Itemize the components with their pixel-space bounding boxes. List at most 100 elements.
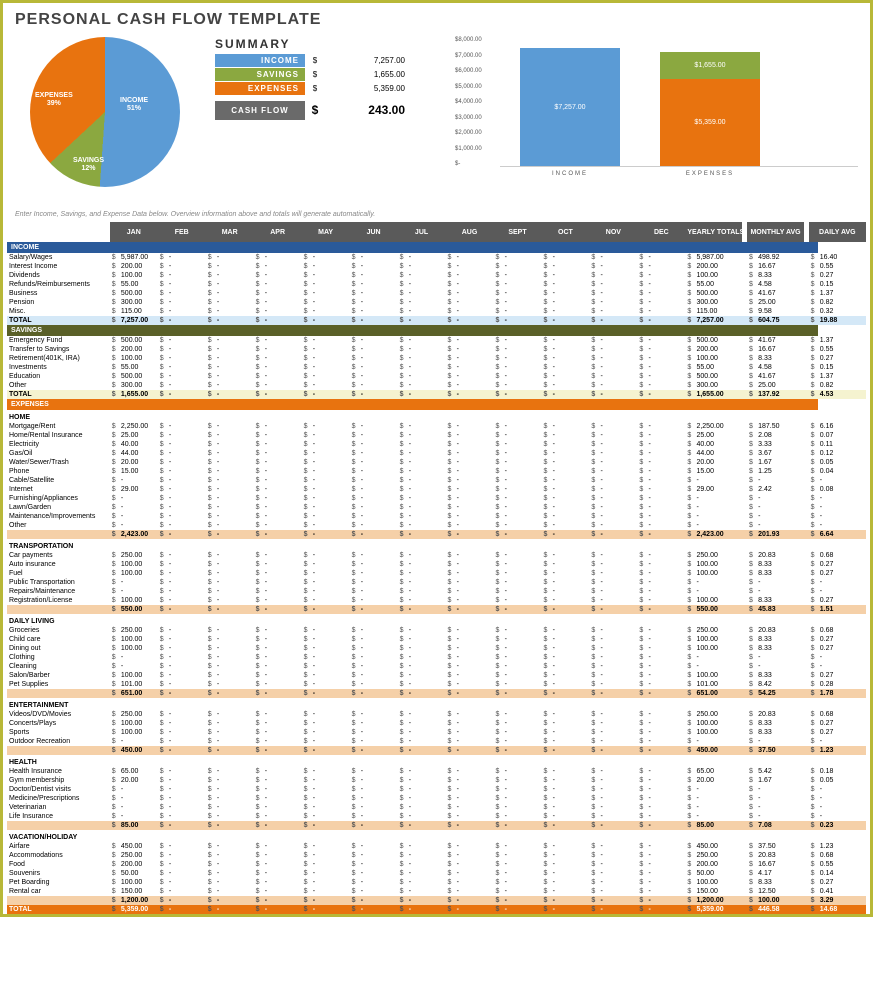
cell-value[interactable]: - bbox=[503, 345, 542, 354]
cell-value[interactable]: - bbox=[359, 671, 398, 680]
cell-value[interactable]: - bbox=[647, 485, 686, 494]
cell-value[interactable]: - bbox=[263, 596, 302, 605]
cell-value[interactable]: - bbox=[551, 719, 590, 728]
cell-value[interactable]: - bbox=[359, 869, 398, 878]
row-label[interactable]: Salary/Wages bbox=[7, 253, 110, 262]
cell-value[interactable]: - bbox=[167, 851, 206, 860]
cell-value[interactable]: 100.00 bbox=[119, 271, 158, 280]
row-label[interactable]: Education bbox=[7, 372, 110, 381]
cell-value[interactable]: - bbox=[167, 662, 206, 671]
cell-value[interactable]: - bbox=[359, 494, 398, 503]
row-label[interactable]: Maintenance/Improvements bbox=[7, 512, 110, 521]
row-label[interactable]: Accommodations bbox=[7, 851, 110, 860]
cell-value[interactable]: - bbox=[311, 316, 350, 325]
cell-value[interactable]: - bbox=[167, 307, 206, 316]
cell-value[interactable]: - bbox=[263, 587, 302, 596]
cell-value[interactable]: - bbox=[647, 746, 686, 755]
cell-value[interactable]: - bbox=[167, 551, 206, 560]
cell-value[interactable]: - bbox=[311, 485, 350, 494]
cell-value[interactable]: - bbox=[407, 851, 446, 860]
cell-value[interactable]: - bbox=[455, 372, 494, 381]
cell-value[interactable]: - bbox=[215, 467, 254, 476]
cell-value[interactable]: - bbox=[119, 587, 158, 596]
row-label[interactable]: Public Transportation bbox=[7, 578, 110, 587]
cell-value[interactable]: - bbox=[263, 372, 302, 381]
cell-value[interactable]: - bbox=[407, 644, 446, 653]
cell-value[interactable]: - bbox=[167, 289, 206, 298]
cell-value[interactable]: - bbox=[407, 521, 446, 530]
cell-value[interactable]: - bbox=[647, 605, 686, 614]
cell-value[interactable]: - bbox=[455, 653, 494, 662]
cell-value[interactable]: 100.00 bbox=[119, 671, 158, 680]
cell-value[interactable]: - bbox=[455, 485, 494, 494]
cell-value[interactable]: - bbox=[647, 316, 686, 325]
cell-value[interactable]: - bbox=[647, 503, 686, 512]
cell-value[interactable]: - bbox=[599, 271, 638, 280]
cell-value[interactable]: - bbox=[311, 458, 350, 467]
cell-value[interactable]: - bbox=[503, 551, 542, 560]
cell-value[interactable]: - bbox=[503, 578, 542, 587]
cell-value[interactable]: - bbox=[215, 905, 254, 914]
cell-value[interactable]: - bbox=[359, 560, 398, 569]
cell-value[interactable]: - bbox=[167, 372, 206, 381]
cell-value[interactable]: - bbox=[119, 503, 158, 512]
cell-value[interactable]: - bbox=[359, 316, 398, 325]
cell-value[interactable]: - bbox=[599, 345, 638, 354]
cell-value[interactable]: - bbox=[407, 289, 446, 298]
cell-value[interactable]: - bbox=[647, 494, 686, 503]
cell-value[interactable]: - bbox=[455, 596, 494, 605]
cell-value[interactable]: - bbox=[551, 662, 590, 671]
cell-value[interactable]: - bbox=[263, 887, 302, 896]
cell-value[interactable]: - bbox=[359, 467, 398, 476]
cell-value[interactable]: - bbox=[359, 896, 398, 905]
cell-value[interactable]: - bbox=[455, 737, 494, 746]
cell-value[interactable]: 651.00 bbox=[119, 689, 158, 698]
cell-value[interactable]: - bbox=[407, 680, 446, 689]
cell-value[interactable]: - bbox=[167, 494, 206, 503]
row-label[interactable]: Health Insurance bbox=[7, 767, 110, 776]
cell-value[interactable]: - bbox=[119, 653, 158, 662]
cell-value[interactable]: - bbox=[311, 851, 350, 860]
cell-value[interactable]: - bbox=[167, 785, 206, 794]
cell-value[interactable]: - bbox=[407, 569, 446, 578]
row-label[interactable]: Repairs/Maintenance bbox=[7, 587, 110, 596]
cell-value[interactable]: 500.00 bbox=[119, 289, 158, 298]
row-label[interactable]: Lawn/Garden bbox=[7, 503, 110, 512]
cell-value[interactable]: 250.00 bbox=[119, 551, 158, 560]
cell-value[interactable]: - bbox=[551, 363, 590, 372]
cell-value[interactable]: - bbox=[311, 422, 350, 431]
cell-value[interactable]: - bbox=[647, 530, 686, 539]
cell-value[interactable]: - bbox=[215, 803, 254, 812]
cell-value[interactable]: - bbox=[407, 587, 446, 596]
cell-value[interactable]: - bbox=[407, 560, 446, 569]
cell-value[interactable]: - bbox=[311, 794, 350, 803]
cell-value[interactable]: - bbox=[263, 551, 302, 560]
cell-value[interactable]: - bbox=[503, 887, 542, 896]
row-label[interactable]: Cable/Satellite bbox=[7, 476, 110, 485]
cell-value[interactable]: - bbox=[503, 530, 542, 539]
cell-value[interactable]: - bbox=[167, 596, 206, 605]
cell-value[interactable]: - bbox=[263, 307, 302, 316]
cell-value[interactable]: - bbox=[599, 719, 638, 728]
cell-value[interactable]: - bbox=[407, 905, 446, 914]
cell-value[interactable]: 500.00 bbox=[119, 336, 158, 345]
cell-value[interactable]: - bbox=[311, 521, 350, 530]
cell-value[interactable]: - bbox=[311, 503, 350, 512]
cell-value[interactable]: - bbox=[599, 494, 638, 503]
cell-value[interactable]: - bbox=[359, 503, 398, 512]
cell-value[interactable]: - bbox=[263, 803, 302, 812]
cell-value[interactable]: - bbox=[503, 280, 542, 289]
cell-value[interactable]: - bbox=[503, 262, 542, 271]
cell-value[interactable]: - bbox=[359, 596, 398, 605]
cell-value[interactable]: - bbox=[503, 896, 542, 905]
cell-value[interactable]: - bbox=[215, 289, 254, 298]
cell-value[interactable]: - bbox=[311, 635, 350, 644]
cell-value[interactable]: - bbox=[215, 842, 254, 851]
cell-value[interactable]: - bbox=[215, 298, 254, 307]
cell-value[interactable]: - bbox=[551, 551, 590, 560]
cell-value[interactable]: - bbox=[167, 812, 206, 821]
cell-value[interactable]: - bbox=[647, 680, 686, 689]
cell-value[interactable]: 44.00 bbox=[119, 449, 158, 458]
cell-value[interactable]: - bbox=[215, 578, 254, 587]
row-label[interactable]: Airfare bbox=[7, 842, 110, 851]
